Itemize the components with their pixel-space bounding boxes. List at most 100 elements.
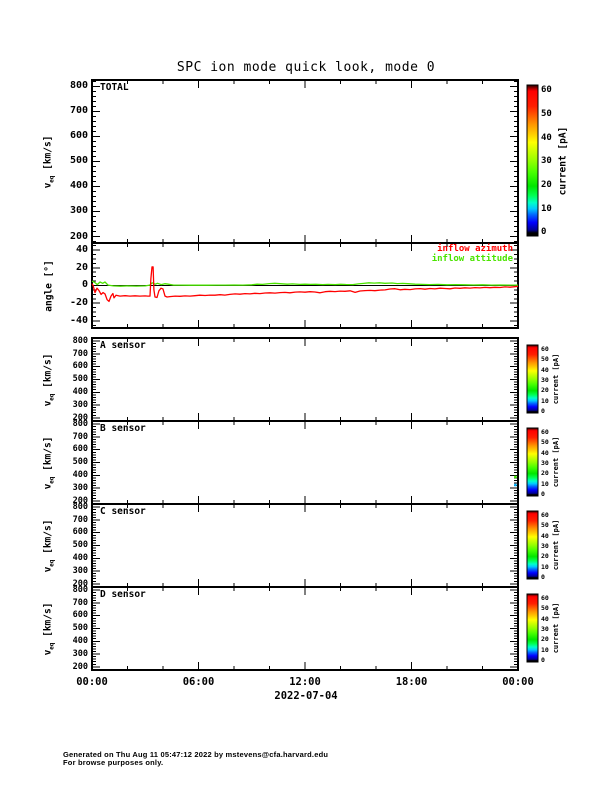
x-tick-label: 12:00 [289,676,321,688]
panel-title-a-sensor: A sensor [100,340,146,351]
data-point [514,475,517,479]
panel-title-d-sensor: D sensor [100,589,146,600]
y-tick-label: 700 [69,105,88,117]
colorbar-tick-label: 10 [541,203,552,214]
colorbar-tick-label: 40 [541,365,549,374]
y-tick-label: -20 [69,297,88,308]
colorbar-tick-label: 10 [541,396,549,405]
y-tick-label: 300 [69,205,88,217]
y-tick-label: 700 [72,597,88,608]
y-tick-label: 40 [75,243,88,255]
y-tick-label: 300 [72,482,88,493]
colorbar-unit-label: current [pA] [552,436,560,488]
y-axis-label-1: angle [°] [43,259,55,312]
panel-title-c-sensor: C sensor [100,506,146,517]
colorbar-tick-label: 30 [541,541,549,550]
colorbar-tick-label: 20 [541,386,549,395]
colorbar-tick-label: 50 [541,355,549,364]
y-tick-label: 600 [72,610,88,621]
colorbar-tick-label: 0 [541,227,547,238]
series-inflow-attitude [91,280,518,287]
colorbar-tick-label: 30 [541,624,549,633]
y-axis-label-0: veq [km/s] [42,135,56,188]
colorbar-tick-label: 50 [541,604,549,613]
y-tick-label: -40 [69,314,88,326]
colorbar-tick-label: 20 [541,635,549,644]
panel-title-b-sensor: B sensor [100,423,146,434]
colorbar-unit-label: current [pA] [552,519,560,571]
x-tick-label: 18:00 [395,676,428,688]
colorbar-tick-label: 40 [541,614,549,623]
colorbar-tick-label: 10 [541,645,549,654]
legend-inflow-attitude: inflow attitude [431,253,513,264]
panel-frame-2 [91,337,519,422]
y-tick-label: 400 [69,180,88,192]
colorbar-tick-label: 60 [541,427,549,436]
y-tick-label: 700 [72,348,88,359]
y-axis-label-2: veq [km/s] [42,353,56,406]
x-tick-label: 00:00 [76,676,108,688]
colorbar-tick-label: 20 [541,180,552,191]
colorbar-tick-label: 40 [541,448,549,457]
y-tick-label: 800 [72,418,88,429]
colorbar-tick-label: 40 [541,132,552,143]
colorbar-tick-label: 60 [541,593,549,602]
colorbar-tick-label: 0 [541,655,545,664]
colorbar-tick-label: 0 [541,572,545,581]
y-axis-label-5: veq [km/s] [42,602,56,655]
colorbar-unit-label: current [pA] [552,602,560,654]
y-tick-label: 300 [72,565,88,576]
footer-browse-line: For browse purposes only. [63,758,164,767]
y-tick-label: 300 [72,399,88,410]
panel-title-total: TOTAL [100,82,129,93]
data-point [514,483,517,487]
y-tick-label: 800 [69,80,88,92]
y-tick-label: 600 [72,527,88,538]
y-tick-label: 600 [72,361,88,372]
panel-frame-0 [91,79,519,244]
y-tick-label: 800 [72,584,88,595]
y-tick-label: 500 [69,155,88,167]
colorbar-tick-label: 10 [541,479,549,488]
colorbar-unit-label: current [pA] [552,353,560,405]
colorbar-tick-label: 30 [541,458,549,467]
colorbar-tick-label: 0 [541,406,545,415]
x-tick-label: 06:00 [182,676,215,688]
panel-frame-3 [91,420,519,505]
colorbar-tick-label: 50 [541,109,552,120]
colorbar-tick-label: 20 [541,552,549,561]
y-tick-label: 200 [72,578,88,589]
y-tick-label: 600 [72,444,88,455]
chart-title: SPC ion mode quick look, mode 0 [176,60,436,75]
colorbar-2 [526,344,539,414]
panel-frame-4 [91,503,519,588]
colorbar-tick-label: 30 [541,375,549,384]
y-tick-label: 500 [72,623,88,634]
x-tick-label: 00:00 [502,676,534,688]
y-tick-label: 700 [72,514,88,525]
y-tick-label: 500 [72,540,88,551]
y-tick-label: 600 [69,130,88,142]
colorbar-5 [526,593,539,663]
y-tick-label: 500 [72,457,88,468]
colorbar-tick-label: 60 [541,85,552,96]
panel-frame-5 [91,586,519,671]
y-tick-label: 500 [72,374,88,385]
y-tick-label: 400 [72,469,88,480]
y-axis-label-4: veq [km/s] [42,519,56,572]
colorbar-tick-label: 40 [541,531,549,540]
y-tick-label: 400 [72,386,88,397]
colorbar-tick-label: 60 [541,344,549,353]
colorbar-3 [526,427,539,497]
footer-generated-line: Generated on Thu Aug 11 05:47:12 2022 by… [63,750,329,759]
colorbar-tick-label: 30 [541,156,552,167]
legend-inflow-azimuth: inflow azimuth [437,244,513,254]
y-tick-label: 0 [81,279,88,291]
y-tick-label: 400 [72,552,88,563]
y-tick-label: 300 [72,648,88,659]
y-tick-label: 200 [72,412,88,423]
y-tick-label: 20 [75,261,88,273]
y-tick-label: 200 [69,230,88,242]
colorbar-tick-label: 0 [541,489,545,498]
